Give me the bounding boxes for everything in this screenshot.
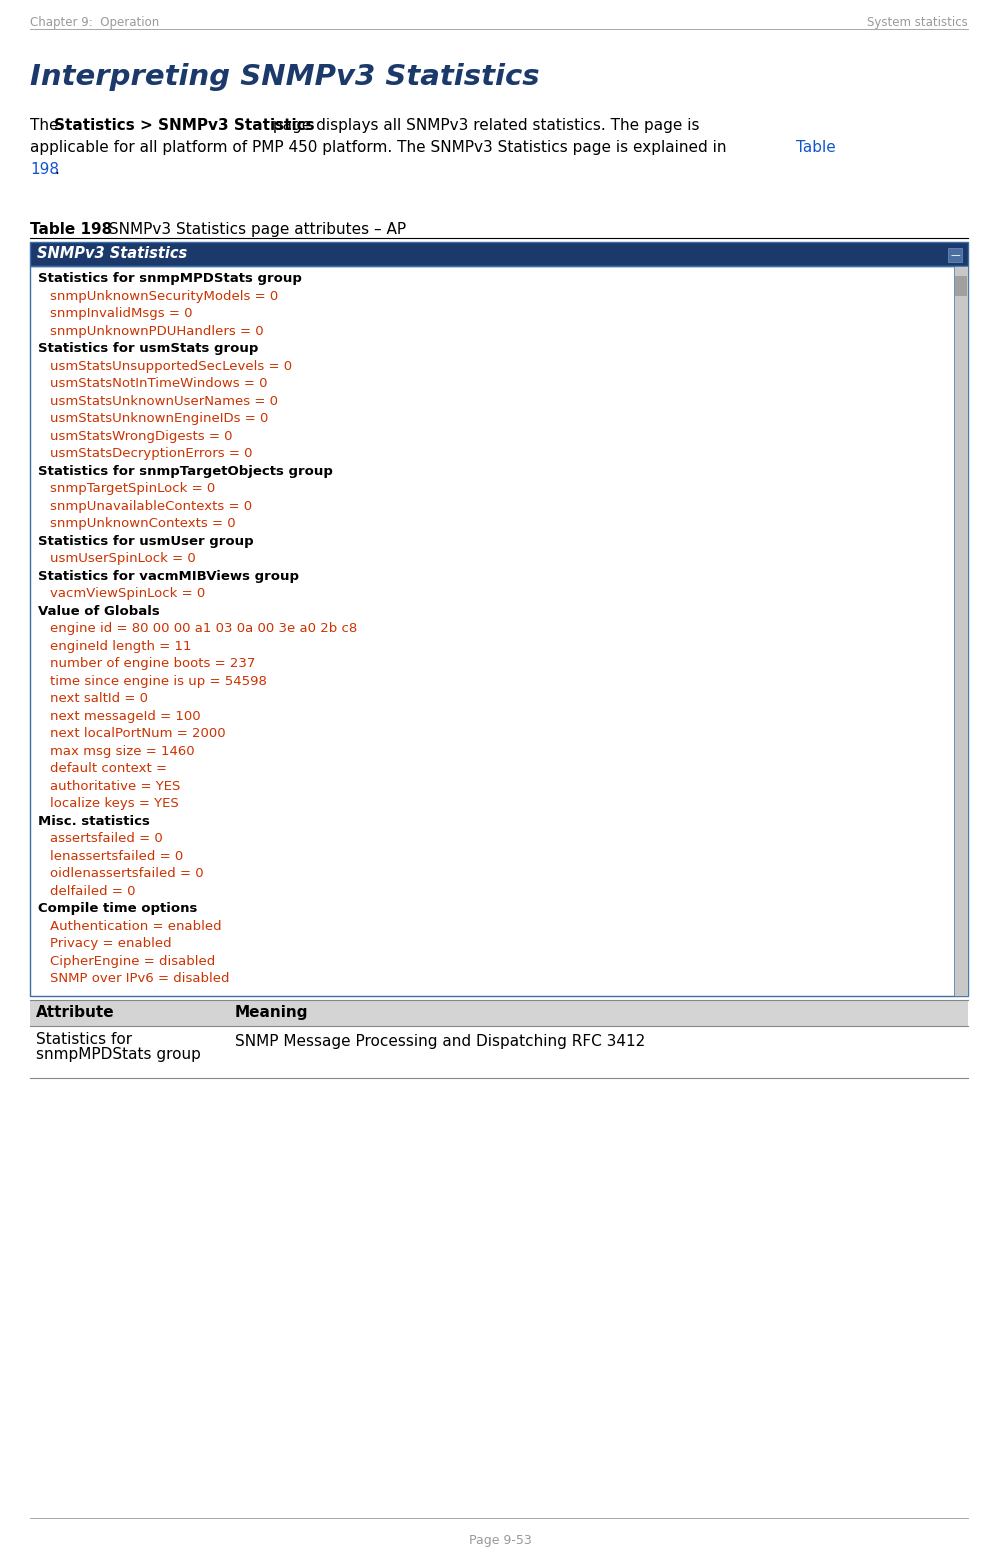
- Text: Misc. statistics: Misc. statistics: [38, 814, 150, 828]
- Text: snmpUnknownContexts = 0: snmpUnknownContexts = 0: [50, 517, 236, 531]
- Text: max msg size = 1460: max msg size = 1460: [50, 744, 195, 758]
- Text: Meaning: Meaning: [235, 1005, 308, 1019]
- Bar: [955, 275, 967, 296]
- Bar: [30, 999, 968, 1025]
- Text: Value of Globals: Value of Globals: [38, 604, 160, 618]
- Bar: [948, 247, 962, 261]
- Text: lenassertsfailed = 0: lenassertsfailed = 0: [50, 850, 183, 862]
- Text: Statistics for usmStats group: Statistics for usmStats group: [38, 342, 258, 355]
- Text: Statistics for: Statistics for: [36, 1033, 132, 1047]
- Text: SNMPv3 Statistics: SNMPv3 Statistics: [37, 246, 187, 261]
- Text: SNMPv3 Statistics page attributes – AP: SNMPv3 Statistics page attributes – AP: [104, 223, 406, 237]
- Text: Statistics for usmUser group: Statistics for usmUser group: [38, 535, 254, 548]
- Text: snmpInvalidMsgs = 0: snmpInvalidMsgs = 0: [50, 307, 192, 321]
- Text: time since engine is up = 54598: time since engine is up = 54598: [50, 674, 267, 688]
- Text: .: .: [54, 162, 59, 177]
- Text: System statistics: System statistics: [867, 16, 968, 30]
- Text: SNMP Message Processing and Dispatching RFC 3412: SNMP Message Processing and Dispatching …: [235, 1035, 645, 1049]
- Text: next localPortNum = 2000: next localPortNum = 2000: [50, 727, 226, 741]
- Text: Interpreting SNMPv3 Statistics: Interpreting SNMPv3 Statistics: [30, 62, 540, 90]
- Text: CipherEngine = disabled: CipherEngine = disabled: [50, 954, 215, 968]
- Text: Table 198: Table 198: [30, 223, 112, 237]
- Text: number of engine boots = 237: number of engine boots = 237: [50, 657, 255, 671]
- Text: oidlenassertsfailed = 0: oidlenassertsfailed = 0: [50, 867, 204, 881]
- Text: next messageId = 100: next messageId = 100: [50, 710, 201, 722]
- Text: usmStatsDecryptionErrors = 0: usmStatsDecryptionErrors = 0: [50, 447, 252, 461]
- Text: Compile time options: Compile time options: [38, 902, 197, 915]
- Text: page displays all SNMPv3 related statistics. The page is: page displays all SNMPv3 related statist…: [268, 118, 700, 132]
- Text: Authentication = enabled: Authentication = enabled: [50, 920, 222, 932]
- Text: usmStatsNotInTimeWindows = 0: usmStatsNotInTimeWindows = 0: [50, 377, 268, 391]
- Text: Table: Table: [796, 140, 836, 156]
- Text: Statistics > SNMPv3 Statistics: Statistics > SNMPv3 Statistics: [54, 118, 315, 132]
- Text: Privacy = enabled: Privacy = enabled: [50, 937, 172, 951]
- Text: usmStatsUnknownUserNames = 0: usmStatsUnknownUserNames = 0: [50, 395, 278, 408]
- Bar: [30, 266, 968, 996]
- Text: SNMP over IPv6 = disabled: SNMP over IPv6 = disabled: [50, 972, 230, 985]
- Text: 198: 198: [30, 162, 59, 177]
- Bar: [30, 243, 968, 266]
- Text: snmpUnknownSecurityModels = 0: snmpUnknownSecurityModels = 0: [50, 289, 278, 302]
- Bar: [30, 243, 968, 266]
- Text: usmStatsUnsupportedSecLevels = 0: usmStatsUnsupportedSecLevels = 0: [50, 359, 292, 372]
- Text: next saltId = 0: next saltId = 0: [50, 692, 148, 705]
- Text: engineId length = 11: engineId length = 11: [50, 640, 192, 652]
- Text: usmStatsWrongDigests = 0: usmStatsWrongDigests = 0: [50, 429, 232, 442]
- Bar: [954, 266, 968, 996]
- Text: snmpMPDStats group: snmpMPDStats group: [36, 1047, 201, 1063]
- Text: snmpUnavailableContexts = 0: snmpUnavailableContexts = 0: [50, 499, 252, 512]
- Text: engine id = 80 00 00 a1 03 0a 00 3e a0 2b c8: engine id = 80 00 00 a1 03 0a 00 3e a0 2…: [50, 622, 357, 635]
- Text: usmUserSpinLock = 0: usmUserSpinLock = 0: [50, 552, 196, 565]
- Text: localize keys = YES: localize keys = YES: [50, 797, 179, 811]
- Text: Statistics for snmpMPDStats group: Statistics for snmpMPDStats group: [38, 272, 302, 285]
- Text: default context =: default context =: [50, 762, 167, 775]
- Text: Page 9-53: Page 9-53: [469, 1534, 531, 1547]
- Text: Statistics for snmpTargetObjects group: Statistics for snmpTargetObjects group: [38, 465, 333, 478]
- Text: authoritative = YES: authoritative = YES: [50, 780, 180, 792]
- Text: applicable for all platform of PMP 450 platform. The SNMPv3 Statistics page is e: applicable for all platform of PMP 450 p…: [30, 140, 731, 156]
- Text: vacmViewSpinLock = 0: vacmViewSpinLock = 0: [50, 587, 205, 601]
- Text: The: The: [30, 118, 63, 132]
- Text: assertsfailed = 0: assertsfailed = 0: [50, 832, 163, 845]
- Text: snmpTargetSpinLock = 0: snmpTargetSpinLock = 0: [50, 482, 215, 495]
- Text: Attribute: Attribute: [36, 1005, 115, 1019]
- Text: snmpUnknownPDUHandlers = 0: snmpUnknownPDUHandlers = 0: [50, 325, 264, 338]
- Text: delfailed = 0: delfailed = 0: [50, 884, 136, 898]
- Text: Statistics for vacmMIBViews group: Statistics for vacmMIBViews group: [38, 569, 299, 582]
- Text: —: —: [950, 251, 960, 260]
- Text: Chapter 9:  Operation: Chapter 9: Operation: [30, 16, 159, 30]
- Text: usmStatsUnknownEngineIDs = 0: usmStatsUnknownEngineIDs = 0: [50, 412, 268, 425]
